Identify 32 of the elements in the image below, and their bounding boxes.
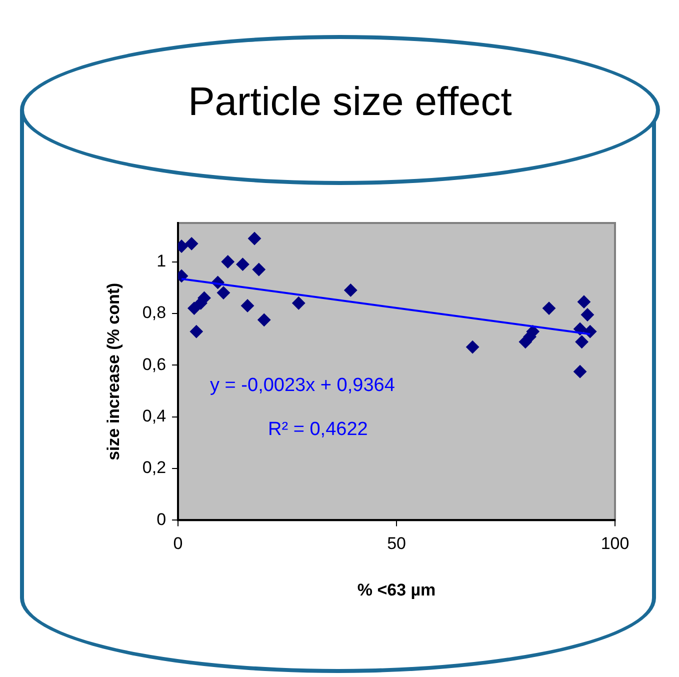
point <box>216 286 230 300</box>
point <box>574 365 587 378</box>
x-tick-label: 100 <box>600 534 630 554</box>
y-tick-label: 0,6 <box>142 354 166 374</box>
annotation: R² = 0,4622 <box>268 419 368 440</box>
y-tick-label: 0,8 <box>142 303 166 322</box>
point <box>190 325 203 338</box>
point <box>580 308 594 322</box>
point <box>236 258 250 271</box>
point <box>241 299 254 312</box>
point <box>577 295 590 308</box>
x-axis-title: % <63 µm <box>357 580 436 600</box>
point <box>466 340 480 354</box>
point <box>575 335 588 348</box>
chart-title: Particle size effect <box>187 80 513 125</box>
x-tick-label: 0 <box>173 534 183 554</box>
point <box>258 313 271 326</box>
point <box>344 284 358 297</box>
y-tick-label: 0,2 <box>142 458 166 478</box>
y-tick-label: 0 <box>156 510 166 529</box>
y-axis-title: size increase (% cont) <box>104 282 123 460</box>
point <box>252 263 266 276</box>
y-tick-label: 1 <box>156 251 166 270</box>
point <box>542 302 556 315</box>
point <box>292 296 306 310</box>
x-tick-label: 50 <box>387 534 406 554</box>
annotation: y = -0,0023x + 0,9364 <box>210 375 396 396</box>
point <box>185 237 198 250</box>
point <box>221 255 234 268</box>
point <box>198 291 211 304</box>
point <box>248 232 261 246</box>
y-tick-label: 0,4 <box>142 406 166 426</box>
